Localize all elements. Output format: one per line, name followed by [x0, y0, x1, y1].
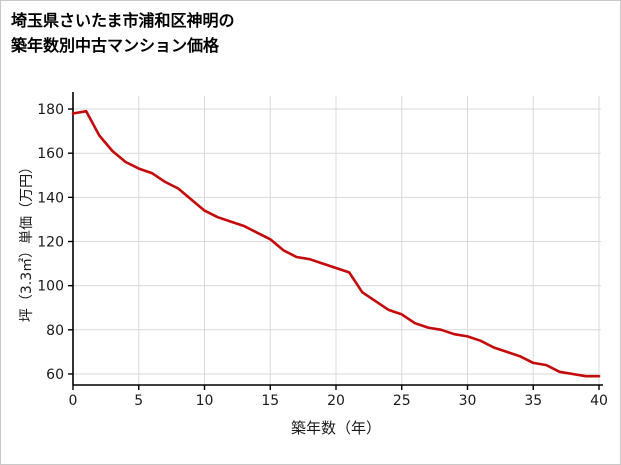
x-tick-label: 10: [196, 393, 214, 409]
chart-title-line1: 埼玉県さいたま市浦和区神明の: [11, 11, 235, 30]
x-tick-label: 30: [459, 393, 477, 409]
x-tick-label: 35: [524, 393, 542, 409]
x-tick-label: 0: [69, 393, 78, 409]
y-tick-label: 100: [37, 279, 64, 295]
y-tick-label: 60: [46, 367, 64, 383]
x-tick-label: 40: [590, 393, 608, 409]
chart-title-line2: 築年数別中古マンション価格: [11, 35, 220, 55]
y-tick-label: 140: [37, 190, 64, 206]
x-tick-label: 5: [134, 393, 143, 409]
chart-title: 埼玉県さいたま市浦和区神明の 築年数別中古マンション価格: [11, 9, 235, 59]
x-tick-label: 20: [327, 393, 345, 409]
x-axis-label: 築年数（年）: [290, 419, 382, 437]
y-tick-label: 120: [37, 235, 64, 251]
price-line: [71, 109, 601, 378]
y-tick-label: 160: [37, 146, 64, 162]
x-tick-label: 25: [393, 393, 411, 409]
y-axis-label: 坪（3.3㎡）単価（万円）: [19, 159, 35, 323]
y-tick-label: 180: [37, 102, 64, 118]
y-tick-label: 80: [46, 323, 64, 339]
x-tick-label: 15: [261, 393, 279, 409]
